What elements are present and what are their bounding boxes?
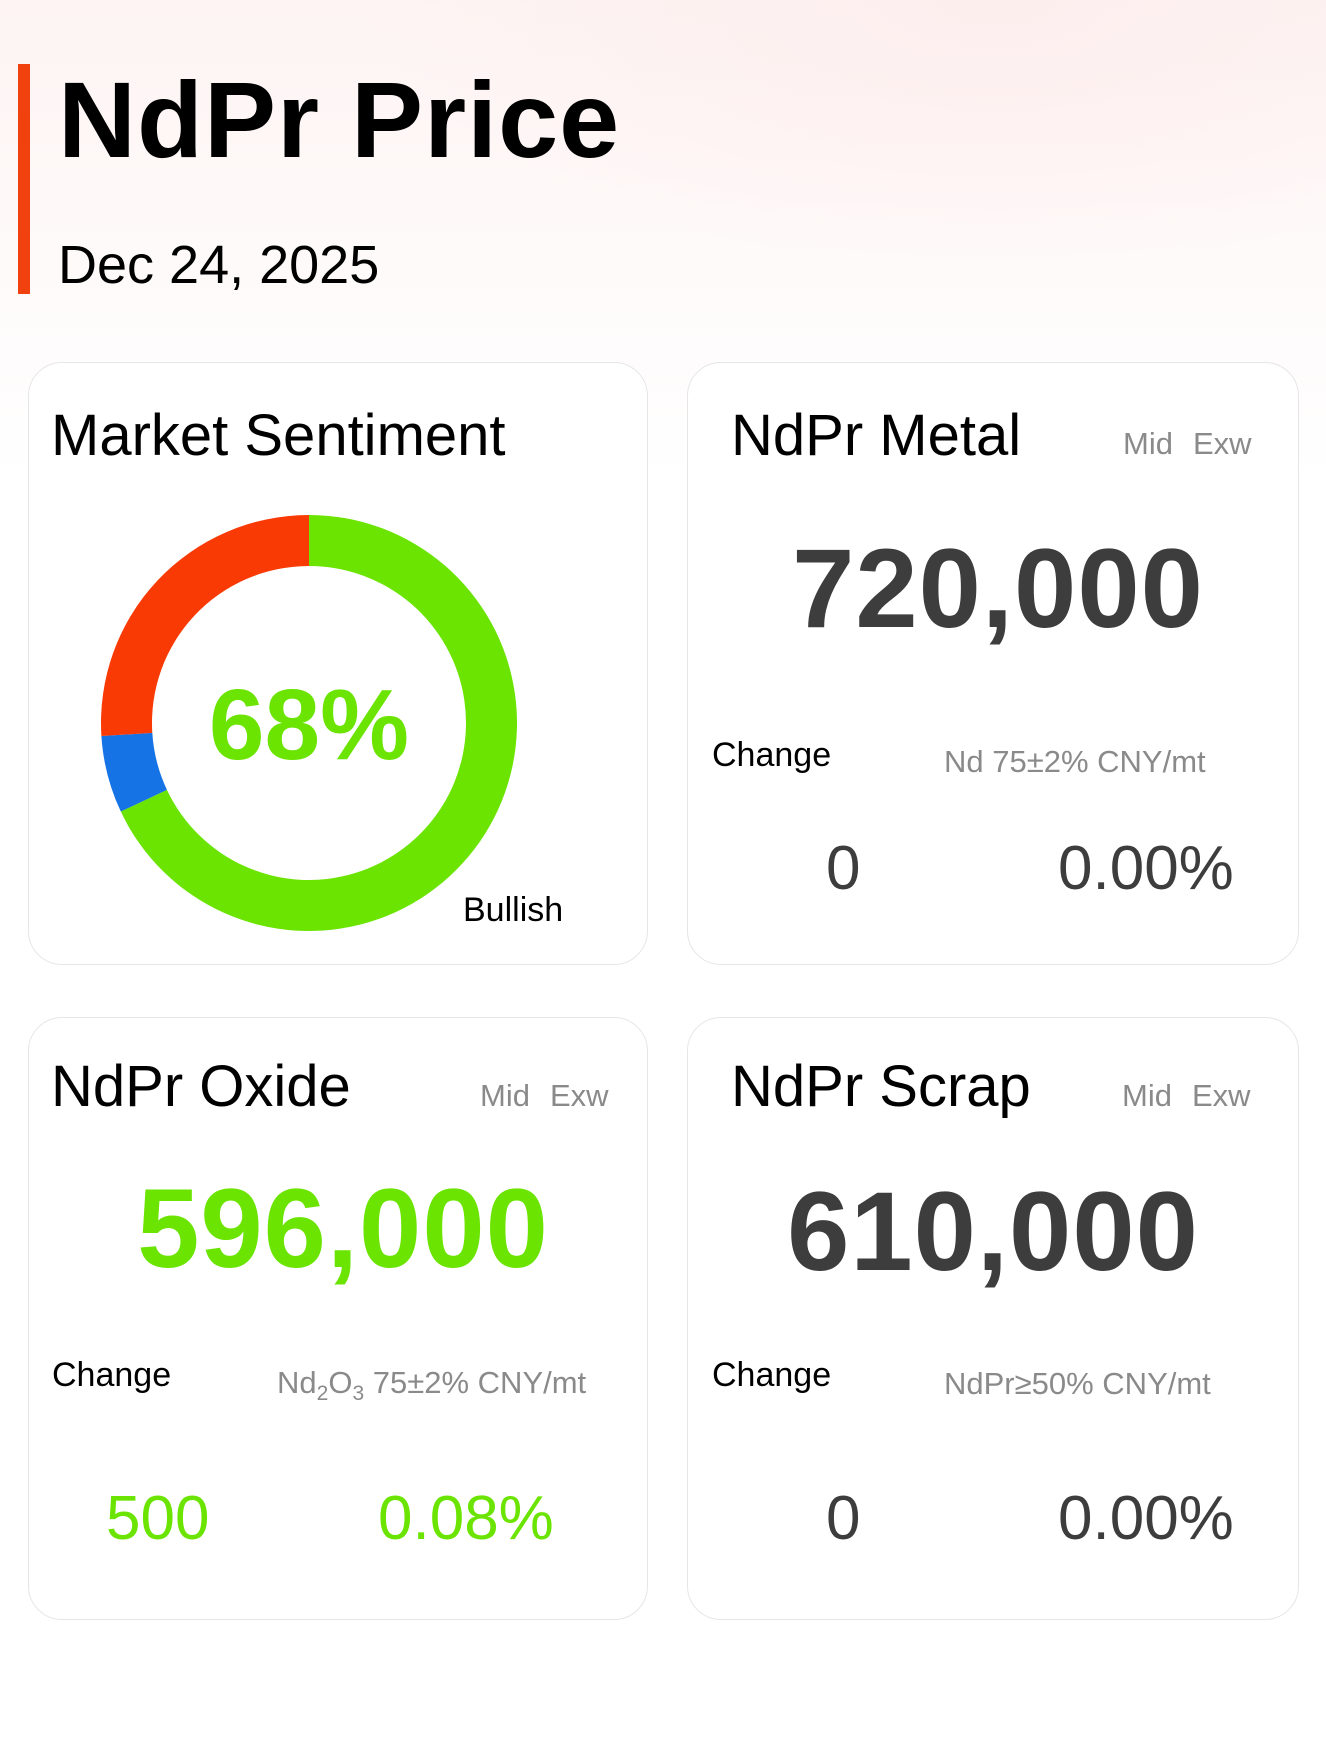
sentiment-segment-neutral — [101, 732, 167, 812]
oxide-spec-prefix: Nd — [277, 1365, 317, 1400]
scrap-spec: NdPr≥50% CNY/mt — [944, 1366, 1211, 1401]
metal-change-percent: 0.00% — [1058, 834, 1234, 903]
sentiment-donut-chart — [101, 515, 518, 931]
oxide-price: 596,000 — [137, 1166, 549, 1291]
metal-change-label: Change — [712, 736, 832, 774]
ndpr-metal-card: NdPr Metal Mid Exw 720,000 Change Nd 75±… — [687, 362, 1299, 965]
oxide-spec-suffix: 75±2% CNY/mt — [364, 1365, 587, 1400]
sentiment-label: Bullish — [463, 891, 564, 929]
scrap-tag-exw: Exw — [1192, 1078, 1251, 1113]
oxide-spec: Nd2O3 75±2% CNY/mt — [277, 1367, 586, 1404]
metal-tag-mid: Mid — [1123, 426, 1173, 461]
ndpr-scrap-card: NdPr Scrap Mid Exw 610,000 Change NdPr≥5… — [687, 1017, 1299, 1620]
scrap-change-value: 0 — [826, 1484, 861, 1553]
scrap-change-percent: 0.00% — [1058, 1484, 1234, 1553]
page-date: Dec 24, 2025 — [58, 235, 380, 295]
scrap-price: 610,000 — [787, 1169, 1199, 1294]
title-accent-bar — [18, 64, 30, 294]
oxide-change-percent: 0.08% — [378, 1484, 554, 1553]
market-sentiment-card: Market Sentiment 68% Bullish — [28, 362, 648, 965]
oxide-spec-mid: O — [328, 1365, 353, 1400]
oxide-change-value: 500 — [106, 1484, 210, 1553]
sentiment-percent: 68% — [208, 669, 410, 781]
oxide-tag-mid: Mid — [480, 1078, 530, 1113]
metal-price: 720,000 — [792, 526, 1204, 651]
oxide-tag-exw: Exw — [550, 1078, 609, 1113]
metal-tag-exw: Exw — [1193, 426, 1252, 461]
oxide-title: NdPr Oxide — [51, 1054, 351, 1119]
sentiment-title: Market Sentiment — [51, 403, 506, 468]
scrap-change-label: Change — [712, 1356, 832, 1394]
scrap-tag-mid: Mid — [1122, 1078, 1172, 1113]
ndpr-oxide-card: NdPr Oxide Mid Exw 596,000 Change Nd2O3 … — [28, 1017, 648, 1620]
oxide-change-label: Change — [52, 1356, 172, 1394]
scrap-title: NdPr Scrap — [731, 1054, 1031, 1119]
metal-spec: Nd 75±2% CNY/mt — [944, 744, 1206, 779]
sentiment-segment-bearish — [101, 515, 309, 737]
oxide-spec-sub1: 2 — [316, 1382, 329, 1406]
metal-title: NdPr Metal — [731, 403, 1022, 468]
metal-change-value: 0 — [826, 834, 861, 903]
page-title: NdPr Price — [58, 59, 621, 180]
oxide-spec-sub2: 3 — [352, 1382, 365, 1406]
